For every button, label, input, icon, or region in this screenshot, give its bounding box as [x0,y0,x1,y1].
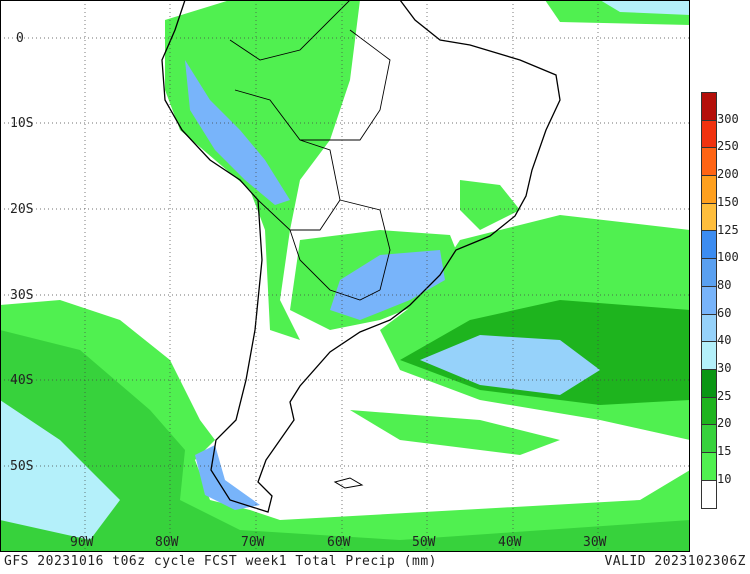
precip-map: 0 10S 20S 30S 40S 50S 90W 80W 70W 60W 50… [0,0,690,552]
lon-label: 80W [155,535,179,550]
colorbar-segment [702,148,716,177]
precip-fields [0,0,690,552]
colorbar-segment [702,397,716,426]
colorbar-segment [702,120,716,149]
graticule [0,0,690,552]
colorbar-segment [702,93,716,121]
lat-label: 0 [16,31,24,46]
precip-patagonia-blue [195,445,260,510]
precip-ne-light [600,0,690,15]
map-caption: GFS 20231016 t06z cycle FCST week1 Total… [4,554,746,569]
caption-valid-time: VALID 2023102306Z [604,554,746,569]
precip-sw-ocean-mid [0,330,690,552]
colorbar-tick-label: 80 [717,277,732,292]
precip-se-brazil [460,180,520,230]
colorbar-tick-label: 300 [717,111,739,126]
country-borders [229,0,391,301]
colorbar-segment [702,176,716,204]
lon-label: 90W [70,535,94,550]
map-frame [0,0,690,552]
colorbar-tick-label: 125 [717,222,739,237]
lon-label: 50W [412,535,436,550]
latitude-labels: 0 10S 20S 30S 40S 50S [10,31,33,474]
precip-andes-blue [185,60,290,205]
falkland-islands [333,477,364,489]
caption-title: GFS 20231016 t06z cycle FCST week1 Total… [4,554,437,569]
colorbar-tick-label: 40 [717,333,732,348]
lon-label: 40W [498,535,522,550]
colorbar-segment [702,231,716,260]
lat-label: 40S [10,373,33,388]
lat-label: 50S [10,459,33,474]
colorbar-tick-label: 100 [717,250,739,265]
lon-label: 70W [241,535,265,550]
precip-atlantic-blue [420,335,600,395]
precip-south-band [350,410,560,455]
colorbar-tick-label: 200 [717,167,739,182]
precip-sw-light-blue [0,400,120,540]
colorbar-tick-label: 150 [717,194,739,209]
coastline-south-america [161,0,561,513]
colorbar-tick-label: 20 [717,416,732,431]
colorbar-segment [702,342,716,370]
colorbar-tick-label: 30 [717,361,732,375]
lat-label: 20S [10,202,33,217]
lon-label: 30W [583,535,607,550]
colorbar-segment [702,452,716,481]
colorbar-segment [702,203,716,232]
colorbar-tick-label: 25 [717,388,732,403]
colorbar-segment [702,480,716,509]
colorbar-tick-label: 60 [717,305,732,320]
colorbar-segment [702,425,716,453]
colorbar-tick-label: 250 [717,139,739,154]
colorbar [701,92,717,510]
precip-parana-blue [330,250,445,320]
colorbar-segment [702,259,716,287]
colorbar-segment [702,286,716,315]
colorbar-tick-label: 15 [717,444,732,459]
colorbar-segment [702,369,716,398]
longitude-labels: 90W 80W 70W 60W 50W 40W 30W [70,535,607,550]
colorbar-segment [702,314,716,343]
colorbar-tick-label: 10 [717,471,732,486]
lat-label: 10S [10,116,33,131]
lon-label: 60W [327,535,351,550]
lat-label: 30S [10,288,33,303]
